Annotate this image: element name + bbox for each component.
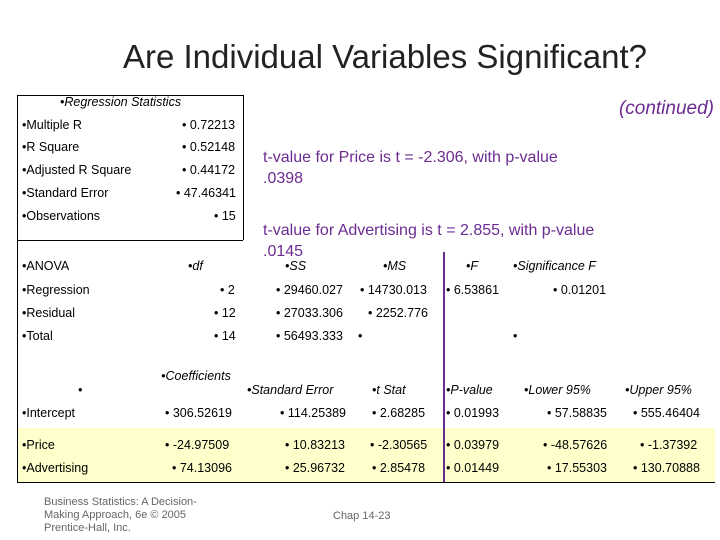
coef-cell: • 0.01449 bbox=[446, 461, 500, 475]
anova-cell: • 6.53861 bbox=[446, 283, 500, 297]
highlight bbox=[17, 428, 715, 482]
coef-header: • bbox=[78, 383, 83, 397]
footer-source: Business Statistics: A Decision-Making A… bbox=[44, 496, 197, 534]
anova-cell: •Residual bbox=[22, 306, 76, 320]
marker-line bbox=[443, 252, 445, 482]
stat-label: •Adjusted R Square bbox=[22, 163, 132, 177]
anova-cell: • bbox=[513, 329, 518, 343]
stats-heading: •Regression Statistics bbox=[60, 95, 182, 109]
coef-cell: • 10.83213 bbox=[285, 438, 345, 452]
stat-value: • 0.72213 bbox=[182, 118, 236, 132]
coef-header: •Standard Error bbox=[247, 383, 334, 397]
coef-cell: • 25.96732 bbox=[285, 461, 345, 475]
coef-cell: • 57.58835 bbox=[547, 406, 607, 420]
stat-label: •Standard Error bbox=[22, 186, 109, 200]
anova-cell: • 0.01201 bbox=[553, 283, 607, 297]
coef-cell: • 17.55303 bbox=[547, 461, 607, 475]
stat-label: •R Square bbox=[22, 140, 80, 154]
anova-cell: • 29460.027 bbox=[276, 283, 343, 297]
callout: t-value for Price is t = -2.306, with p-… bbox=[263, 149, 558, 187]
coef-cell: • -48.57626 bbox=[543, 438, 608, 452]
anova-header: •Significance F bbox=[513, 259, 596, 273]
border bbox=[17, 482, 715, 483]
title: Are Individual Variables Significant? bbox=[122, 38, 648, 75]
coef-cell: •Intercept bbox=[22, 406, 76, 420]
border bbox=[243, 95, 244, 240]
anova-header: •ANOVA bbox=[22, 259, 70, 273]
stat-value: • 47.46341 bbox=[176, 186, 236, 200]
callout: t-value for Advertising is t = 2.855, wi… bbox=[263, 222, 595, 260]
coef-cell: • -2.30565 bbox=[370, 438, 428, 452]
border bbox=[17, 240, 243, 241]
stat-value: • 0.52148 bbox=[182, 140, 236, 154]
coef-header: •Coefficients bbox=[161, 369, 231, 383]
anova-header: •F bbox=[466, 259, 479, 273]
coef-cell: • 130.70888 bbox=[633, 461, 700, 475]
coef-cell: •Price bbox=[22, 438, 55, 452]
footer-page: Chap 14-23 bbox=[333, 510, 391, 522]
coef-cell: • 555.46404 bbox=[633, 406, 700, 420]
coef-cell: • 0.01993 bbox=[446, 406, 500, 420]
anova-cell: •Regression bbox=[22, 283, 90, 297]
border bbox=[17, 95, 18, 482]
anova-header: •df bbox=[188, 259, 203, 273]
anova-cell: • 2 bbox=[220, 283, 235, 297]
coef-header: •P-value bbox=[446, 383, 493, 397]
coef-cell: • 114.25389 bbox=[280, 406, 347, 420]
coef-cell: • 0.03979 bbox=[446, 438, 500, 452]
anova-cell: • 14 bbox=[214, 329, 236, 343]
note: (continued) bbox=[618, 98, 714, 119]
coef-header: •Lower 95% bbox=[524, 383, 591, 397]
anova-cell: • 2252.776 bbox=[368, 306, 428, 320]
coef-cell: • 2.85478 bbox=[372, 461, 426, 475]
anova-cell: • bbox=[358, 329, 363, 343]
stat-label: •Observations bbox=[22, 209, 101, 223]
coef-cell: • 74.13096 bbox=[172, 461, 232, 475]
coef-header: •t Stat bbox=[372, 383, 406, 397]
anova-cell: • 14730.013 bbox=[360, 283, 427, 297]
anova-header: •MS bbox=[383, 259, 407, 273]
coef-header: •Upper 95% bbox=[625, 383, 692, 397]
anova-cell: • 56493.333 bbox=[276, 329, 343, 343]
coef-cell: • -1.37392 bbox=[640, 438, 698, 452]
coef-cell: • 2.68285 bbox=[372, 406, 426, 420]
stat-value: • 0.44172 bbox=[182, 163, 236, 177]
coef-cell: •Advertising bbox=[22, 461, 89, 475]
stat-label: •Multiple R bbox=[22, 118, 82, 132]
anova-cell: •Total bbox=[22, 329, 53, 343]
anova-cell: • 27033.306 bbox=[276, 306, 343, 320]
anova-cell: • 12 bbox=[214, 306, 236, 320]
coef-cell: • -24.97509 bbox=[165, 438, 230, 452]
stat-value: • 15 bbox=[214, 209, 236, 223]
border bbox=[17, 95, 243, 96]
anova-header: •SS bbox=[285, 259, 307, 273]
coef-cell: • 306.52619 bbox=[165, 406, 232, 420]
